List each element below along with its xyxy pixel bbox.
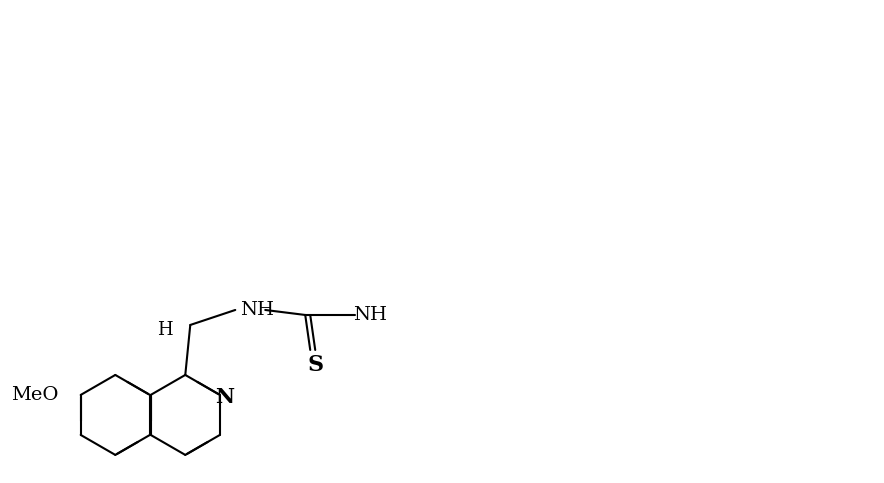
Text: NH: NH xyxy=(354,306,387,324)
Text: H: H xyxy=(157,321,173,339)
Text: N: N xyxy=(216,387,234,407)
Text: S: S xyxy=(307,354,324,376)
Text: NH: NH xyxy=(240,301,274,319)
Text: MeO: MeO xyxy=(11,386,58,404)
